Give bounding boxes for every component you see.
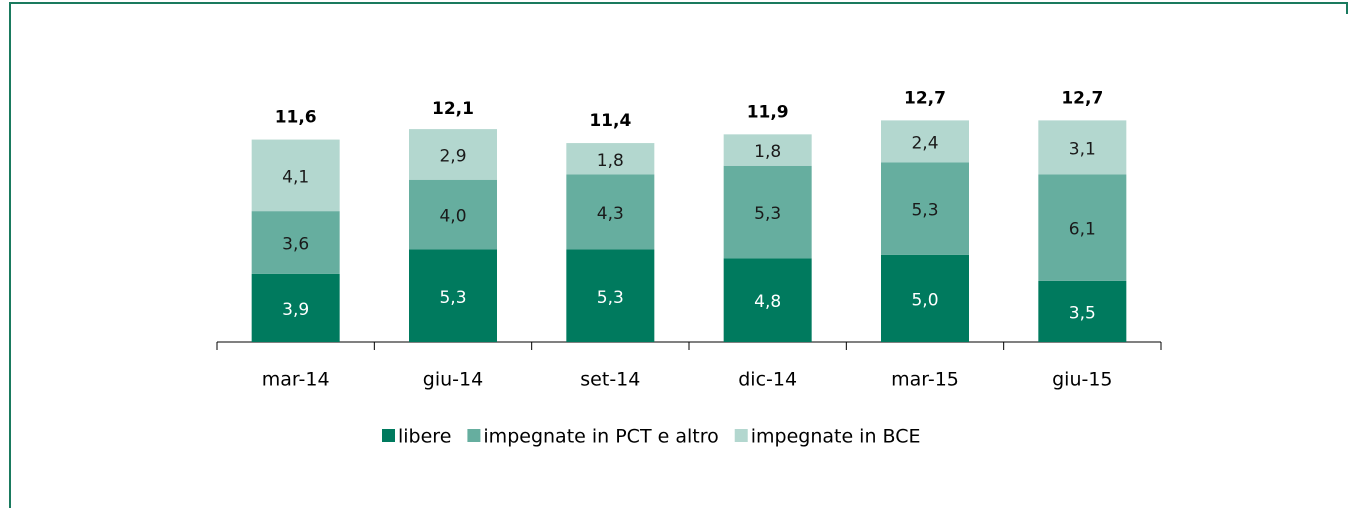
- value-label: 4,8: [754, 292, 781, 312]
- x-tick-label: dic-14: [738, 369, 797, 391]
- x-tick-label: set-14: [580, 369, 640, 391]
- value-label: 4,3: [597, 204, 624, 224]
- bar-segment: [881, 254, 969, 342]
- legend-swatch: [382, 429, 395, 442]
- bar-segment: [723, 258, 812, 342]
- bar-segment: [566, 174, 655, 250]
- bar-segment: [409, 249, 497, 342]
- value-label: 6,1: [1069, 220, 1096, 240]
- x-tick-label: mar-14: [262, 369, 330, 391]
- x-tick-label: mar-15: [891, 369, 959, 391]
- legend-swatch: [467, 429, 481, 442]
- value-label: 5,3: [439, 288, 466, 308]
- x-tick-label: giu-15: [1052, 369, 1112, 391]
- value-label: 5,3: [597, 288, 624, 308]
- value-label: 4,1: [282, 167, 309, 187]
- bar-segment: [251, 139, 340, 212]
- value-label: 3,9: [282, 300, 309, 320]
- total-label: 12,7: [904, 88, 946, 108]
- bar-segment: [723, 134, 812, 166]
- total-label: 11,4: [589, 111, 631, 131]
- bar-segment: [251, 273, 340, 342]
- total-label: 12,1: [432, 99, 474, 119]
- legend-label: libere: [398, 426, 451, 448]
- bar-segment: [409, 179, 497, 250]
- value-label: 2,4: [911, 133, 938, 153]
- bar-segment: [1038, 120, 1127, 175]
- value-label: 3,5: [1069, 303, 1096, 323]
- bar-segment: [723, 165, 812, 259]
- frame: [9, 2, 1348, 508]
- total-label: 12,7: [1061, 88, 1103, 108]
- value-label: 1,8: [754, 142, 781, 162]
- legend-label: impegnate in BCE: [751, 426, 921, 448]
- value-label: 3,1: [1069, 139, 1096, 159]
- bar-segment: [251, 211, 340, 274]
- value-label: 5,3: [911, 201, 938, 221]
- x-tick-label: giu-14: [423, 369, 483, 391]
- bar-segment: [881, 162, 969, 255]
- total-label: 11,9: [747, 102, 789, 122]
- bar-segment: [566, 249, 655, 342]
- value-label: 5,0: [911, 290, 938, 310]
- value-label: 2,9: [439, 146, 466, 166]
- value-label: 5,3: [754, 204, 781, 224]
- bar-segment: [1038, 280, 1127, 342]
- legend-label: impegnate in PCT e altro: [483, 426, 718, 448]
- total-label: 11,6: [275, 108, 317, 128]
- value-label: 1,8: [597, 151, 624, 171]
- bar-segment: [409, 129, 497, 180]
- legend-swatch: [734, 429, 748, 442]
- value-label: 4,0: [439, 207, 466, 227]
- value-label: 3,6: [282, 235, 309, 255]
- bar-segment: [1038, 174, 1127, 281]
- bar-segment: [566, 143, 655, 175]
- bar-segment: [881, 120, 969, 163]
